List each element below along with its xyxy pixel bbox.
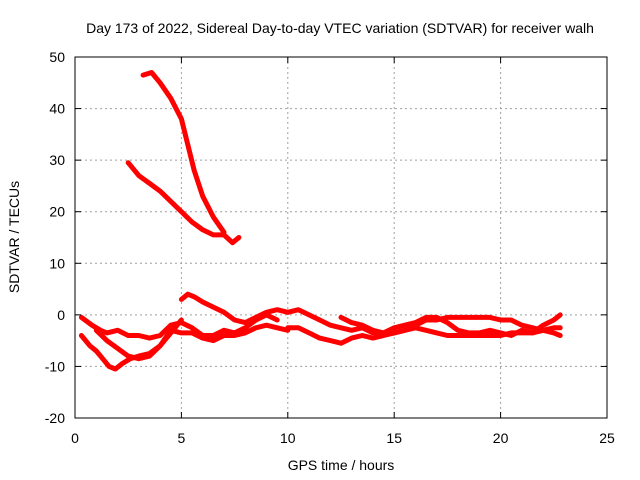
series-layer xyxy=(78,70,563,372)
series-arc-a xyxy=(140,70,227,235)
y-tick-label: 20 xyxy=(49,204,65,220)
y-tick-label: -10 xyxy=(45,358,65,374)
ticks: 0 5 10 15 20 25 -20 -10 0 10 20 30 40 50 xyxy=(45,49,615,446)
x-tick-label: 5 xyxy=(178,430,186,446)
series-arc-e xyxy=(93,322,291,362)
y-axis-label: SDTVAR / TECUs xyxy=(6,181,22,293)
chart-title: Day 173 of 2022, Sidereal Day-to-day VTE… xyxy=(86,20,594,36)
grid xyxy=(75,57,607,418)
y-tick-label: 30 xyxy=(49,152,65,168)
y-tick-label: -20 xyxy=(45,410,65,426)
x-tick-label: 15 xyxy=(386,430,402,446)
x-tick-label: 10 xyxy=(280,430,296,446)
x-tick-label: 25 xyxy=(599,430,615,446)
series-arc-b xyxy=(125,160,242,246)
plot-frame xyxy=(74,56,608,419)
x-axis-label: GPS time / hours xyxy=(288,457,395,473)
x-tick-label: 0 xyxy=(71,430,79,446)
y-tick-label: 10 xyxy=(49,255,65,271)
series-arc-i xyxy=(338,314,563,336)
series-arc-f xyxy=(178,291,291,326)
y-tick-label: 0 xyxy=(57,307,65,323)
y-tick-label: 40 xyxy=(49,101,65,117)
y-tick-label: 50 xyxy=(49,49,65,65)
series-arc-h xyxy=(285,325,563,346)
x-tick-label: 20 xyxy=(493,430,509,446)
